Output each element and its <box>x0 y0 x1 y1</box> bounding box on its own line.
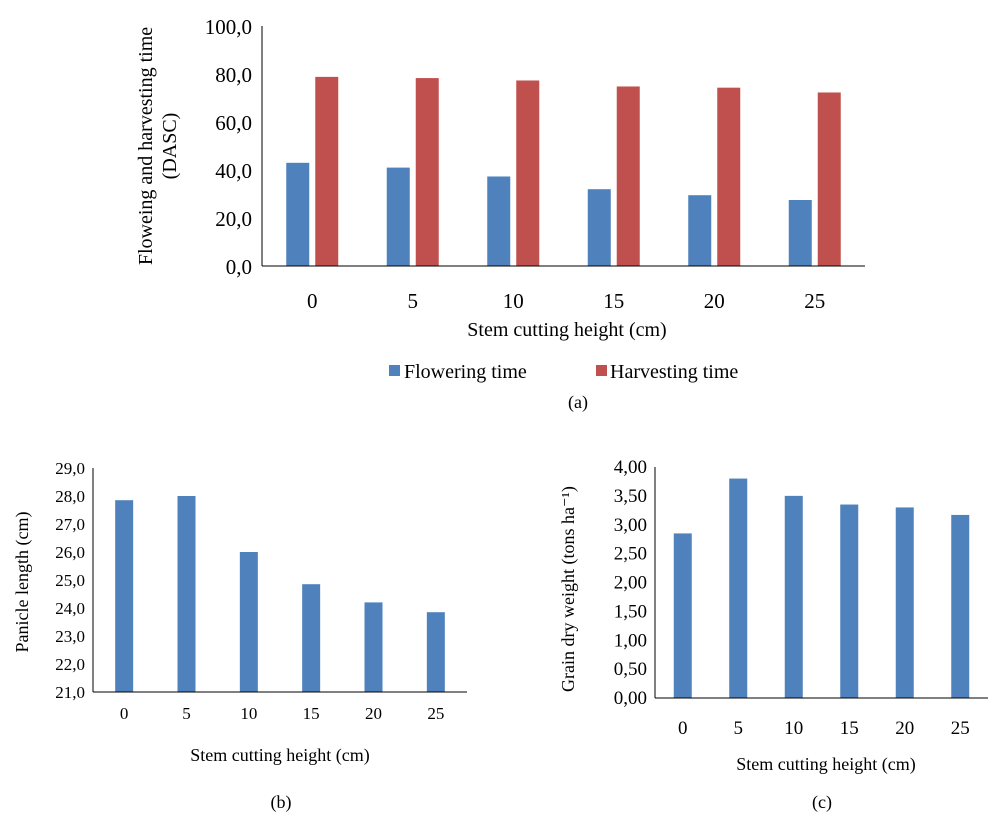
panel-a-y-label-line2: (DASC) <box>159 113 181 180</box>
panel-a-x-tick-label: 5 <box>408 289 419 313</box>
panel-a-y-ticks: 0,0 20,0 40,0 60,0 80,0 100,0 <box>205 15 252 279</box>
panel-a-x-tick-label: 15 <box>603 289 624 313</box>
panel-a-bars <box>286 76 841 267</box>
panel-a-x-tick-label: 0 <box>307 289 318 313</box>
panel-b-x-ticks: 0 5 10 15 20 25 <box>120 704 444 723</box>
panel-a-bar-harvesting-time-20 <box>717 87 741 267</box>
panel-a-x-ticks: 0 5 10 15 20 25 <box>307 289 825 313</box>
panel-a-y-tick-label: 40,0 <box>215 159 252 183</box>
panel-a-bar-flowering-time-25 <box>788 200 812 266</box>
panel-c-x-tick-label: 20 <box>895 718 914 739</box>
panel-b-bar-value-15 <box>302 584 321 692</box>
panel-a-bar-harvesting-time-10 <box>516 80 540 266</box>
panel-c-x-tick-label: 0 <box>678 718 688 739</box>
panel-c-x-label: Stem cutting height (cm) <box>736 754 915 775</box>
legend-label-harvesting: Harvesting time <box>610 361 738 383</box>
panel-b-y-tick-label: 26,0 <box>55 543 85 562</box>
panel-c-x-ticks: 0 5 10 15 20 25 <box>678 718 970 739</box>
panel-a-legend: Flowering time Harvesting time <box>389 361 738 383</box>
panel-c-caption: (c) <box>812 792 832 813</box>
panel-b-y-tick-label: 23,0 <box>55 627 85 646</box>
panel-c-y-tick-label: 4,00 <box>614 457 647 478</box>
panel-c-y-tick-label: 1,50 <box>614 601 647 622</box>
panel-a-caption: (a) <box>568 392 588 413</box>
panel-a-y-tick-label: 20,0 <box>215 207 252 231</box>
panel-b-y-ticks: 21,0 22,0 23,0 24,0 25,0 26,0 27,0 28,0 29,0 <box>55 459 85 702</box>
panel-a-y-tick-label: 60,0 <box>215 111 252 135</box>
panel-b-y-tick-label: 24,0 <box>55 599 85 618</box>
panel-b-y-tick-label: 29,0 <box>55 459 85 478</box>
panel-b-bar-value-10 <box>239 552 258 692</box>
panel-c-y-tick-label: 0,00 <box>614 688 647 709</box>
panel-b-y-label: Panicle length (cm) <box>12 512 33 653</box>
panel-a-bar-harvesting-time-0 <box>315 76 339 266</box>
panel-a-bar-harvesting-time-5 <box>415 78 439 266</box>
panel-c-bar-value-25 <box>951 514 970 698</box>
panel-c-x-tick-label: 15 <box>840 718 859 739</box>
panel-c-bar-value-15 <box>840 504 859 698</box>
panel-b-y-tick-label: 21,0 <box>55 683 85 702</box>
panel-c-bar-value-0 <box>673 533 692 698</box>
panel-b-x-tick-label: 25 <box>427 704 444 723</box>
panel-c-y-tick-label: 1,00 <box>614 630 647 651</box>
panel-c-y-tick-label: 3,50 <box>614 486 647 507</box>
panel-c-chart: 0,00 0,50 1,00 1,50 2,00 2,50 3,00 3,50 4,00 0 5 1… <box>558 457 988 813</box>
panel-b-x-tick-label: 10 <box>240 704 257 723</box>
panel-c-bar-value-10 <box>784 495 803 698</box>
panel-a-bar-harvesting-time-25 <box>817 92 841 266</box>
panel-b-x-tick-label: 5 <box>182 704 191 723</box>
panel-b-bar-value-5 <box>177 496 196 692</box>
panel-b-bar-value-0 <box>115 500 134 692</box>
panel-b-y-tick-label: 25,0 <box>55 571 85 590</box>
panel-c-bars <box>673 478 970 698</box>
panel-a-bar-flowering-time-5 <box>386 167 410 266</box>
panel-c-x-tick-label: 5 <box>734 718 744 739</box>
panel-c-y-tick-label: 2,00 <box>614 573 647 594</box>
panel-c-x-tick-label: 10 <box>784 718 803 739</box>
panel-b-x-tick-label: 0 <box>120 704 129 723</box>
panel-c-y-label: Grain dry weight (tons ha⁻¹) <box>558 486 579 692</box>
legend-swatch-flowering <box>389 365 400 376</box>
panel-b-x-tick-label: 20 <box>365 704 382 723</box>
panel-c-bar-value-20 <box>895 507 914 698</box>
panel-a-bar-flowering-time-15 <box>587 189 611 266</box>
panel-b-y-tick-label: 27,0 <box>55 515 85 534</box>
panel-b-bars <box>115 496 445 692</box>
panel-a-y-label: Floweing and harvesting time (DASC) <box>135 27 181 265</box>
panel-a-bar-flowering-time-10 <box>487 176 511 266</box>
panel-b-x-tick-label: 15 <box>303 704 320 723</box>
panel-a-bar-flowering-time-0 <box>286 162 310 266</box>
panel-a-bar-flowering-time-20 <box>688 195 712 266</box>
panel-c-y-tick-label: 2,50 <box>614 544 647 565</box>
panel-b-caption: (b) <box>271 792 292 813</box>
panel-b-y-tick-label: 22,0 <box>55 655 85 674</box>
legend-label-flowering: Flowering time <box>404 361 527 383</box>
panel-c-y-tick-label: 3,00 <box>614 515 647 536</box>
panel-c-y-ticks: 0,00 0,50 1,00 1,50 2,00 2,50 3,00 3,50 4,00 <box>614 457 647 709</box>
panel-c-bar-value-5 <box>729 478 748 698</box>
panel-c-x-tick-label: 25 <box>951 718 970 739</box>
panel-a-y-tick-label: 80,0 <box>215 63 252 87</box>
panel-a-x-tick-label: 25 <box>804 289 825 313</box>
panel-b-chart: 21,0 22,0 23,0 24,0 25,0 26,0 27,0 28,0 29,0 0 5 1… <box>12 459 467 813</box>
panel-a-bar-harvesting-time-15 <box>616 86 640 266</box>
panel-a-y-tick-label: 100,0 <box>205 15 252 39</box>
panel-a-x-tick-label: 10 <box>503 289 524 313</box>
panel-a-x-tick-label: 20 <box>704 289 725 313</box>
panel-a-chart: 0,0 20,0 40,0 60,0 80,0 100,0 0 5 10 15 20 25 Stem… <box>135 15 865 413</box>
panel-a-y-label-line1: Floweing and harvesting time <box>135 27 157 265</box>
panel-b-y-tick-label: 28,0 <box>55 487 85 506</box>
panel-b-bar-value-25 <box>426 612 445 692</box>
panel-a-y-tick-label: 0,0 <box>226 255 252 279</box>
legend-swatch-harvesting <box>596 365 607 376</box>
panel-b-bar-value-20 <box>364 602 383 692</box>
panel-b-x-label: Stem cutting height (cm) <box>190 745 369 766</box>
panel-c-y-tick-label: 0,50 <box>614 659 647 680</box>
panel-a-x-label: Stem cutting height (cm) <box>467 319 666 341</box>
